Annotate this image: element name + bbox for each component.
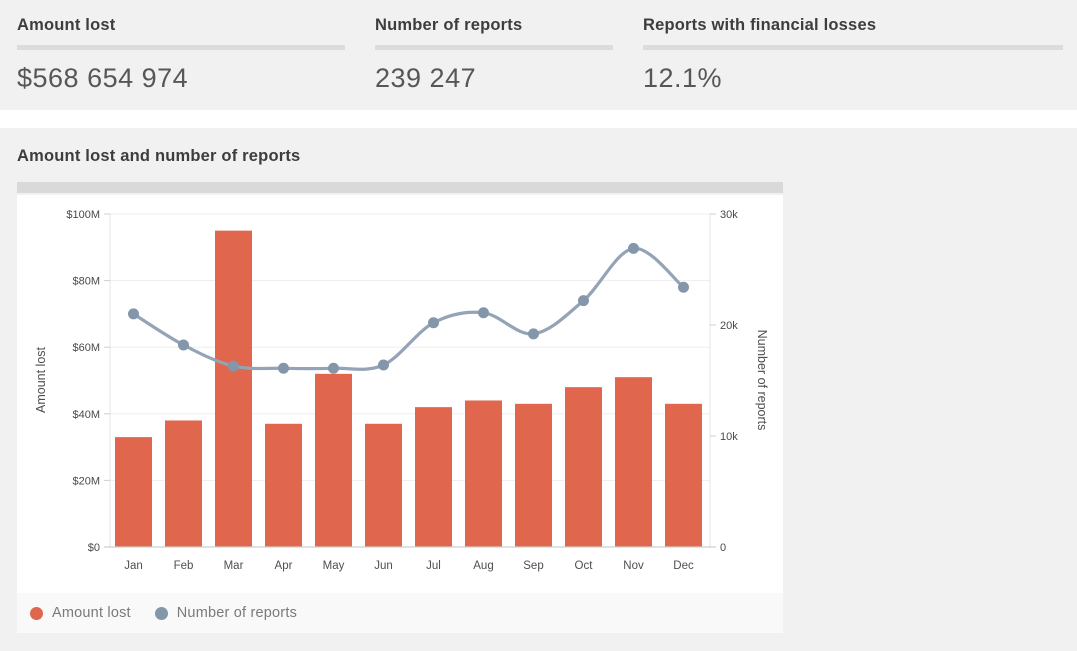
x-tick-label: Nov <box>623 560 644 572</box>
x-tick-label: Oct <box>575 560 594 572</box>
bar-sep[interactable] <box>515 403 552 547</box>
section-gap <box>0 110 1077 128</box>
x-tick-label: Sep <box>523 560 543 572</box>
left-tick-label: $40M <box>72 409 100 421</box>
x-tick-label: Jun <box>374 560 393 572</box>
line-point-apr[interactable] <box>278 362 289 374</box>
line-point-aug[interactable] <box>478 307 489 319</box>
stat-label: Reports with financial losses <box>643 16 877 34</box>
bar-dec[interactable] <box>665 403 702 547</box>
right-tick-label: 30k <box>720 209 738 221</box>
amount-lost-dot-icon <box>30 606 43 620</box>
x-tick-label: Jul <box>426 560 441 572</box>
line-point-jun[interactable] <box>378 359 389 371</box>
number-of-reports-dot-icon <box>154 606 168 620</box>
left-tick-label: $20M <box>72 475 100 487</box>
line-point-mar[interactable] <box>228 360 239 372</box>
left-tick-label: $0 <box>88 542 100 554</box>
line-point-oct[interactable] <box>578 295 589 307</box>
bar-nov[interactable] <box>615 377 652 547</box>
left-tick-label: $60M <box>72 342 100 354</box>
chart-horizontal-scrollbar[interactable] <box>17 182 783 193</box>
right-tick-label: 20k <box>720 320 738 332</box>
right-tick-label: 10k <box>720 431 738 443</box>
bar-mar[interactable] <box>215 230 252 547</box>
bar-oct[interactable] <box>565 387 602 547</box>
x-tick-label: May <box>323 560 345 572</box>
chart-panel: Amount lost and number of reports $0 $20M… <box>0 128 1077 651</box>
x-tick-label: Feb <box>174 560 194 572</box>
bar-jan[interactable] <box>115 437 152 547</box>
chart-title: Amount lost and number of reports <box>17 147 301 165</box>
line-point-jan[interactable] <box>128 308 139 320</box>
line-point-may[interactable] <box>328 362 339 374</box>
stat-card-financial-losses: Reports with financial losses 12.1% <box>643 16 1063 110</box>
x-tick-label: Apr <box>275 560 293 572</box>
bar-feb[interactable] <box>165 420 202 547</box>
stat-divider <box>17 45 345 50</box>
line-point-jul[interactable] <box>428 317 439 329</box>
right-axis-title: Number of reports <box>755 330 769 431</box>
line-point-feb[interactable] <box>178 339 189 351</box>
bar-jul[interactable] <box>415 407 452 547</box>
stat-label: Number of reports <box>375 16 523 34</box>
right-tick-label: 0 <box>720 542 726 554</box>
stats-strip: Amount lost $568 654 974 Number of repor… <box>0 0 1077 110</box>
stat-divider <box>375 45 613 50</box>
left-axis-title: Amount lost <box>34 346 48 413</box>
chart-plot-area[interactable]: $0 $20M $40M $60M $80M $100M 0 10k 20k 30k Jan Feb M… <box>17 195 783 593</box>
stat-card-amount-lost: Amount lost $568 654 974 <box>17 16 345 110</box>
x-tick-label: Mar <box>224 560 244 572</box>
chart-legend: Amount lost Number of reports <box>17 593 783 633</box>
x-tick-label: Aug <box>473 560 493 572</box>
stat-value: 239 247 <box>375 63 477 93</box>
bar-apr[interactable] <box>265 423 302 547</box>
legend-label: Number of reports <box>176 605 298 621</box>
chart-card: $0 $20M $40M $60M $80M $100M 0 10k 20k 30k Jan Feb M… <box>17 195 783 633</box>
legend-label: Amount lost <box>52 605 131 621</box>
combo-chart[interactable]: $0 $20M $40M $60M $80M $100M 0 10k 20k 30k Jan Feb M… <box>17 195 783 593</box>
stat-value: 12.1% <box>643 63 723 93</box>
legend-item-number-of-reports[interactable]: Number of reports <box>154 605 298 621</box>
line-point-sep[interactable] <box>528 328 539 340</box>
left-tick-label: $80M <box>72 276 100 288</box>
bar-jun[interactable] <box>365 423 402 547</box>
bar-may[interactable] <box>315 373 352 547</box>
line-point-dec[interactable] <box>678 281 689 293</box>
stat-value: $568 654 974 <box>17 63 189 93</box>
x-tick-label: Jan <box>124 560 143 572</box>
stat-card-number-of-reports: Number of reports 239 247 <box>375 16 613 110</box>
x-tick-label: Dec <box>673 560 694 572</box>
legend-item-amount-lost[interactable]: Amount lost <box>30 605 131 621</box>
line-point-nov[interactable] <box>628 242 639 254</box>
stat-label: Amount lost <box>17 16 116 34</box>
left-tick-label: $100M <box>66 209 100 221</box>
stat-divider <box>643 45 1063 50</box>
bar-aug[interactable] <box>465 400 502 547</box>
